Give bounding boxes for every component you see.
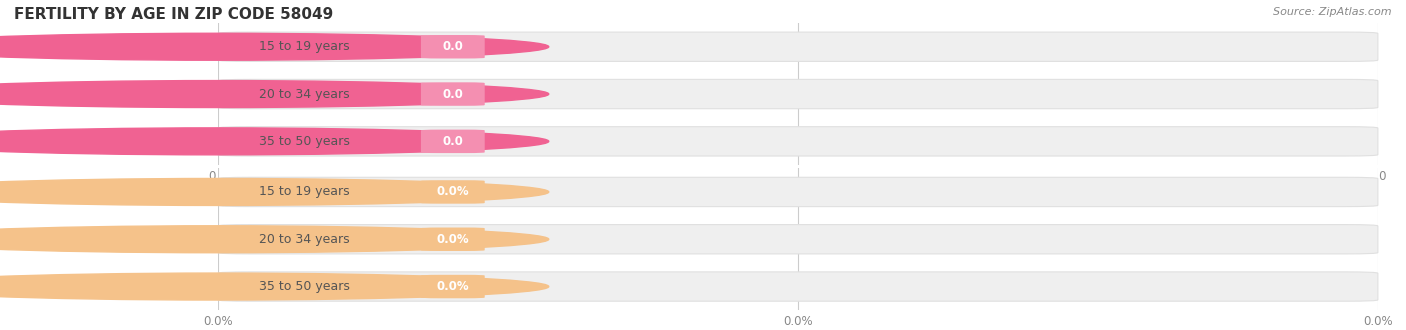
FancyBboxPatch shape [218,127,1378,156]
Circle shape [0,81,548,108]
FancyBboxPatch shape [218,80,1378,109]
Circle shape [0,226,548,253]
Text: 15 to 19 years: 15 to 19 years [259,185,349,198]
FancyBboxPatch shape [420,82,485,106]
Circle shape [0,273,548,300]
Text: 0.0%: 0.0% [436,280,470,293]
Text: 0.0: 0.0 [443,135,463,148]
FancyBboxPatch shape [218,272,1378,301]
Circle shape [0,33,548,60]
Text: 0.0: 0.0 [443,40,463,53]
FancyBboxPatch shape [420,130,485,153]
Text: 15 to 19 years: 15 to 19 years [259,40,349,53]
Text: 20 to 34 years: 20 to 34 years [259,233,349,246]
FancyBboxPatch shape [420,35,485,58]
Text: 0.0%: 0.0% [436,233,470,246]
Text: FERTILITY BY AGE IN ZIP CODE 58049: FERTILITY BY AGE IN ZIP CODE 58049 [14,7,333,21]
Text: 35 to 50 years: 35 to 50 years [259,280,350,293]
Text: 35 to 50 years: 35 to 50 years [259,135,350,148]
Circle shape [0,179,548,206]
FancyBboxPatch shape [218,177,1378,207]
Text: Source: ZipAtlas.com: Source: ZipAtlas.com [1274,7,1392,16]
FancyBboxPatch shape [218,225,1378,254]
Circle shape [0,128,548,155]
FancyBboxPatch shape [218,32,1378,61]
Text: 20 to 34 years: 20 to 34 years [259,87,349,101]
Text: 0.0%: 0.0% [436,185,470,198]
FancyBboxPatch shape [420,227,485,251]
FancyBboxPatch shape [420,275,485,298]
Text: 0.0: 0.0 [443,87,463,101]
FancyBboxPatch shape [420,180,485,204]
